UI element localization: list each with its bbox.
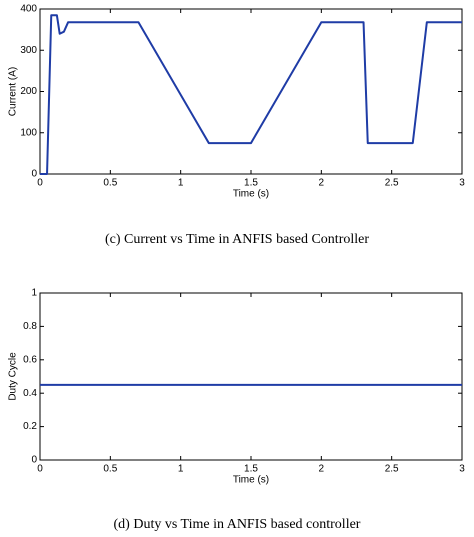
y-tick-label: 400 <box>20 4 37 15</box>
x-tick-label: 2.5 <box>385 178 399 189</box>
y-axis-label: Duty Cycle <box>8 352 19 401</box>
x-tick-label: 0.5 <box>103 178 117 189</box>
x-tick-label: 1.5 <box>244 464 258 475</box>
y-tick-label: 0.8 <box>23 321 37 332</box>
x-tick-label: 1 <box>178 178 184 189</box>
x-tick-label: 1 <box>178 464 184 475</box>
x-tick-label: 0 <box>37 178 43 189</box>
y-tick-label: 300 <box>20 45 37 56</box>
y-tick-label: 1 <box>31 288 37 299</box>
x-tick-label: 0 <box>37 464 43 475</box>
x-tick-label: 3 <box>459 464 465 475</box>
plot-frame <box>39 8 463 175</box>
x-tick-label: 1.5 <box>244 178 258 189</box>
x-axis-label: Time (s) <box>233 189 269 200</box>
x-axis-label: Time (s) <box>233 475 269 486</box>
caption: (d) Duty vs Time in ANFIS based controll… <box>114 517 361 532</box>
y-tick-label: 0.2 <box>23 421 37 432</box>
y-tick-label: 0 <box>31 455 37 466</box>
y-tick-label: 100 <box>20 127 37 138</box>
caption: (c) Current vs Time in ANFIS based Contr… <box>105 232 369 247</box>
data-line <box>40 14 462 175</box>
y-axis-label: Current (A) <box>8 67 19 116</box>
x-tick-label: 2 <box>319 178 325 189</box>
y-tick-label: 0 <box>31 169 37 180</box>
plot-frame <box>39 292 463 461</box>
y-tick-label: 0.4 <box>23 388 37 399</box>
y-tick-label: 200 <box>20 86 37 97</box>
x-tick-label: 0.5 <box>103 464 117 475</box>
x-tick-label: 2 <box>319 464 325 475</box>
x-tick-label: 3 <box>459 178 465 189</box>
y-tick-label: 0.6 <box>23 354 37 365</box>
x-tick-label: 2.5 <box>385 464 399 475</box>
